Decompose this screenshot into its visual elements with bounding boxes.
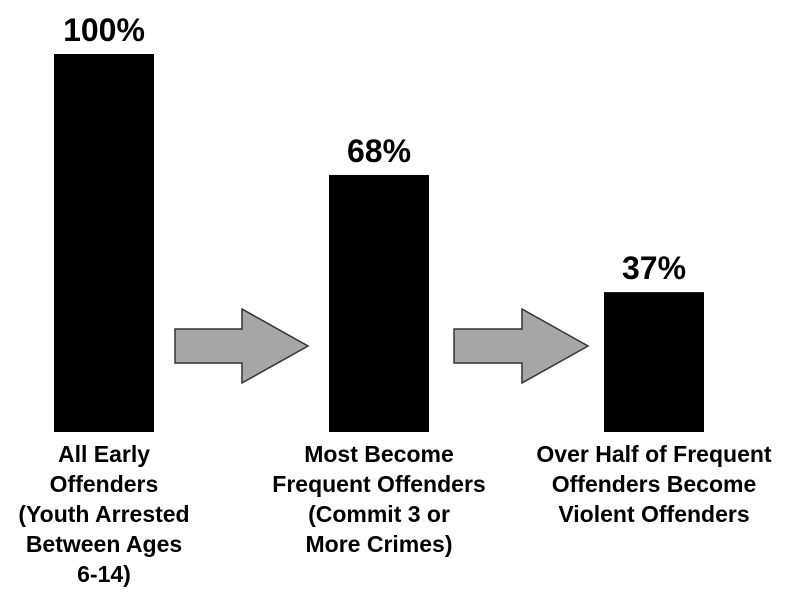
data-labels: 100% 68% 37% (63, 12, 686, 286)
category-label-1-line-5: 6-14) (77, 561, 131, 587)
category-label-3-line-3: Violent Offenders (558, 501, 749, 527)
data-label-3: 37% (622, 250, 686, 286)
bar-1 (54, 54, 154, 432)
category-label-3-line-2: Offenders Become (552, 471, 757, 497)
arrow-connectors (174, 307, 590, 385)
bar-2 (329, 174, 429, 432)
bar-3 (604, 292, 704, 432)
category-label-2-line-3: (Commit 3 or (308, 501, 450, 527)
data-label-2: 68% (347, 133, 411, 169)
category-labels: All Early Offenders (Youth Arrested Between… (18, 441, 772, 587)
category-label-3-line-1: Over Half of Frequent (536, 441, 771, 467)
data-label-1: 100% (63, 12, 145, 48)
category-label-2-line-1: Most Become (304, 441, 454, 467)
category-label-1-line-4: Between Ages (26, 531, 182, 557)
category-label-1-line-1: All Early (58, 441, 150, 467)
right-arrow-icon (453, 307, 590, 385)
category-label-1-line-3: (Youth Arrested (18, 501, 189, 527)
category-label-2-line-4: More Crimes) (306, 531, 453, 557)
category-label-1-line-2: Offenders (50, 471, 159, 497)
category-label-2-line-2: Frequent Offenders (272, 471, 485, 497)
right-arrow-icon (174, 307, 310, 385)
bars (54, 54, 704, 432)
